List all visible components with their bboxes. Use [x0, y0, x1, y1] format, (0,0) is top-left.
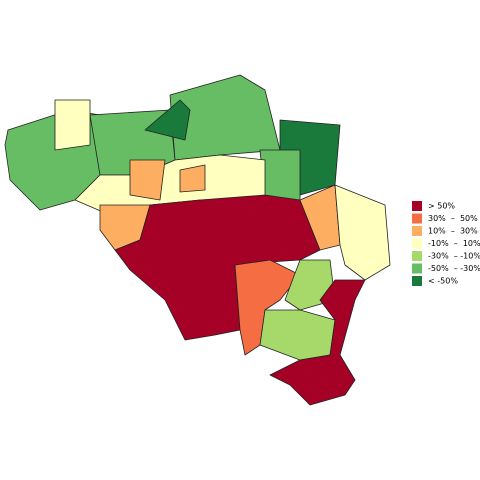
- legend-swatch: [412, 238, 422, 249]
- legend-label: 30% – 50%: [428, 214, 478, 223]
- region: [259, 309, 336, 361]
- legend-swatch: [412, 276, 422, 286]
- legend-label: -10% – 10%: [428, 239, 480, 248]
- region: [179, 164, 206, 193]
- region: [269, 279, 366, 406]
- legend: > 50% 30% – 50% 10% – 30% -10% – 10% -30% – …: [412, 201, 480, 286]
- region: [334, 184, 391, 281]
- regions: [4, 74, 391, 406]
- legend-swatch: [412, 263, 422, 274]
- legend-label: > 50%: [428, 202, 455, 211]
- legend-label: -30% – -10%: [428, 252, 480, 261]
- legend-label: < -50%: [428, 277, 458, 286]
- legend-swatch: [412, 226, 422, 236]
- region: [129, 159, 166, 201]
- legend-swatch: [412, 251, 422, 261]
- region: [54, 99, 91, 151]
- legend-label: -50% – -30%: [428, 264, 480, 273]
- legend-label: 10% – 30%: [428, 227, 478, 236]
- region: [144, 99, 191, 141]
- legend-swatch: [412, 201, 422, 211]
- region: [259, 149, 301, 201]
- legend-swatch: [412, 213, 422, 224]
